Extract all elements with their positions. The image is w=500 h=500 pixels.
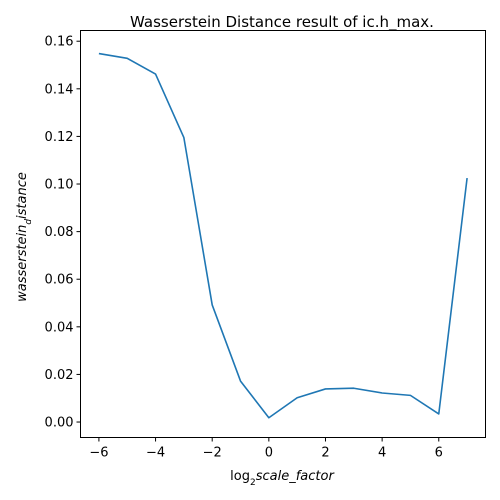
y-tick-label: 0.14 xyxy=(45,82,74,97)
x-tick-label: 6 xyxy=(435,446,443,461)
series-line-0 xyxy=(98,52,468,419)
y-tick-label: 0.04 xyxy=(45,320,74,335)
axis-label-part: d xyxy=(24,219,34,225)
y-tick-label: 0.02 xyxy=(45,368,74,383)
axis-label-part: istance xyxy=(15,172,30,219)
x-tick-label: 0 xyxy=(265,446,273,461)
x-tick-label: −4 xyxy=(146,446,165,461)
y-tick-label: 0.08 xyxy=(45,225,74,240)
x-tick-label: −6 xyxy=(89,446,108,461)
y-tick-label: 0.06 xyxy=(45,273,74,288)
y-tick-label: 0.12 xyxy=(45,130,74,145)
y-tick-label: 0.10 xyxy=(45,178,74,193)
y-tick-label: 0.00 xyxy=(45,416,74,431)
x-tick-label: 2 xyxy=(321,446,329,461)
plot-area xyxy=(98,52,468,419)
x-axis-label: log2scale_factor xyxy=(230,469,335,488)
y-axis-label: wassersteindistance xyxy=(15,172,34,302)
y-tick-label: 0.16 xyxy=(45,35,74,50)
axis-label-part: wasserstein xyxy=(15,225,30,302)
x-axis: −6 −4 −2 0 2 4 6 xyxy=(89,437,443,461)
y-axis: 0.00 0.02 0.04 0.06 0.08 0.10 0.12 0.14 0.16 xyxy=(45,35,81,431)
axis-label-part: scale_factor xyxy=(256,469,336,484)
chart-title: Wasserstein Distance result of ic.h_max. xyxy=(130,13,434,32)
x-tick-label: −2 xyxy=(203,446,222,461)
axis-label-part: log xyxy=(230,469,250,484)
axis-label-part: 2 xyxy=(250,478,256,488)
x-tick-label: 4 xyxy=(378,446,386,461)
plot-frame xyxy=(80,30,486,438)
